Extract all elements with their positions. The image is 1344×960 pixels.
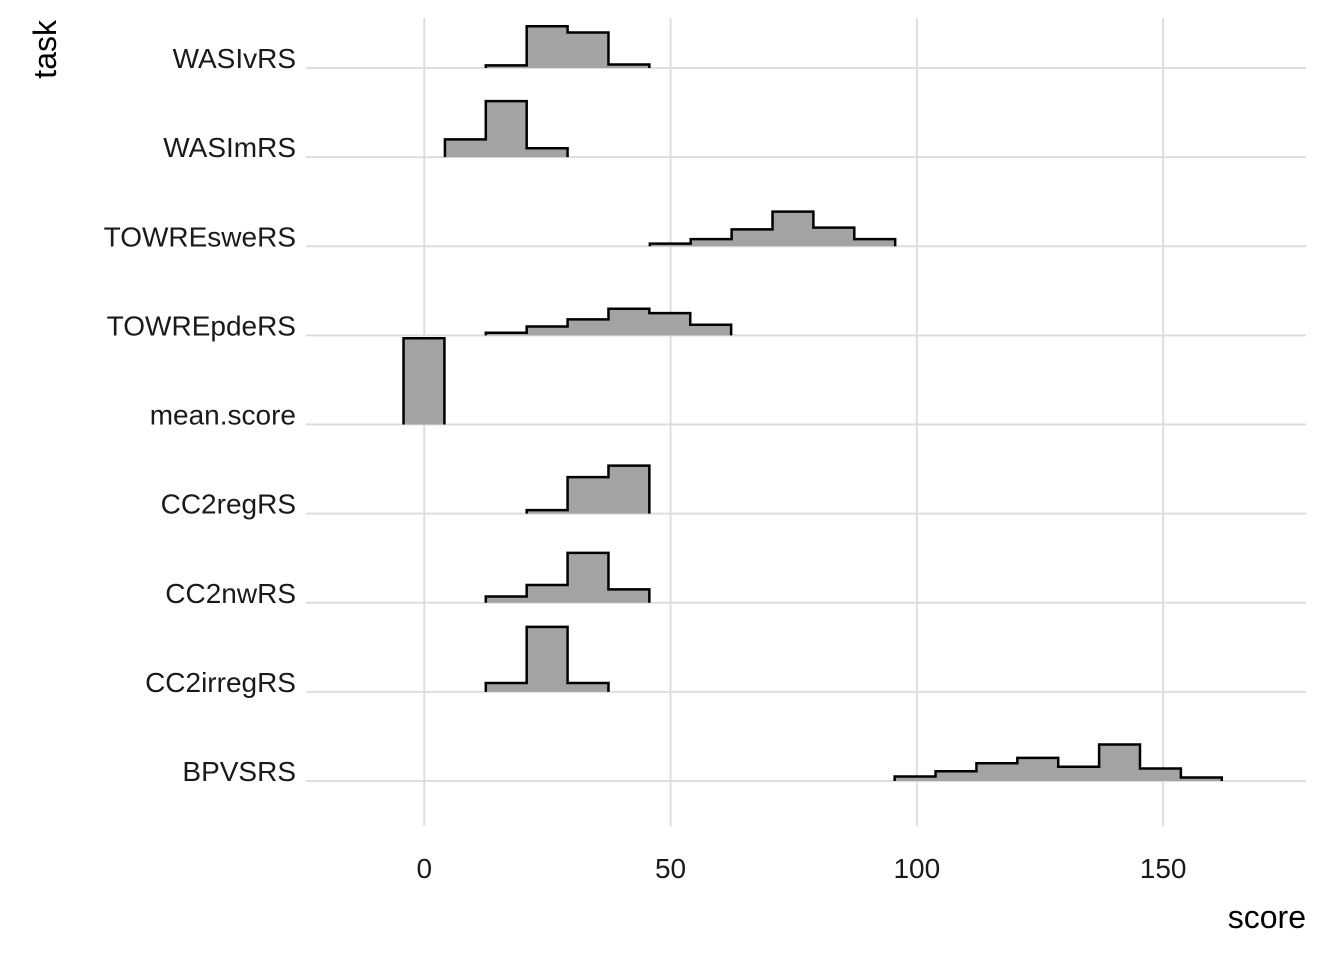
y-tick-label-mean-score: mean.score	[150, 400, 296, 431]
y-tick-label-wasimrs: WASImRS	[163, 132, 296, 163]
y-tick-labels: BPVSRS CC2irregRS CC2nwRS CC2regRS mean.scor…	[104, 43, 296, 787]
ridge-towreswers	[648, 210, 897, 247]
ridge-cc2nwrs	[484, 551, 651, 603]
x-tick-label-50: 50	[655, 853, 686, 884]
x-tick-label-0: 0	[416, 853, 432, 884]
ridge-wasivrs	[484, 24, 651, 69]
y-tick-label-bpvsrs: BPVSRS	[182, 756, 296, 787]
ridge-towrepders	[484, 307, 733, 336]
ridge-bpvsrs	[893, 743, 1224, 781]
ridge-mean-score	[402, 336, 446, 425]
ridge-cc2regrs	[525, 464, 651, 514]
ridge-wasimrs	[443, 99, 569, 158]
y-tick-label-towreswers: TOWREsweRS	[104, 221, 296, 252]
ridges	[402, 24, 1224, 781]
ridge-cc2irregrs	[484, 625, 610, 692]
x-tick-label-100: 100	[893, 853, 940, 884]
y-tick-label-cc2nwrs: CC2nwRS	[165, 578, 296, 609]
x-tick-labels: 0 50 100 150	[416, 853, 1186, 884]
y-tick-label-towrepders: TOWREpdeRS	[107, 310, 296, 341]
y-tick-label-wasivrs: WASIvRS	[173, 43, 296, 74]
x-tick-label-150: 150	[1140, 853, 1187, 884]
y-tick-label-cc2regrs: CC2regRS	[161, 489, 296, 520]
y-axis-title: task	[27, 19, 63, 79]
y-tick-label-cc2irregrs: CC2irregRS	[145, 667, 296, 698]
x-axis-title: score	[1228, 899, 1306, 935]
